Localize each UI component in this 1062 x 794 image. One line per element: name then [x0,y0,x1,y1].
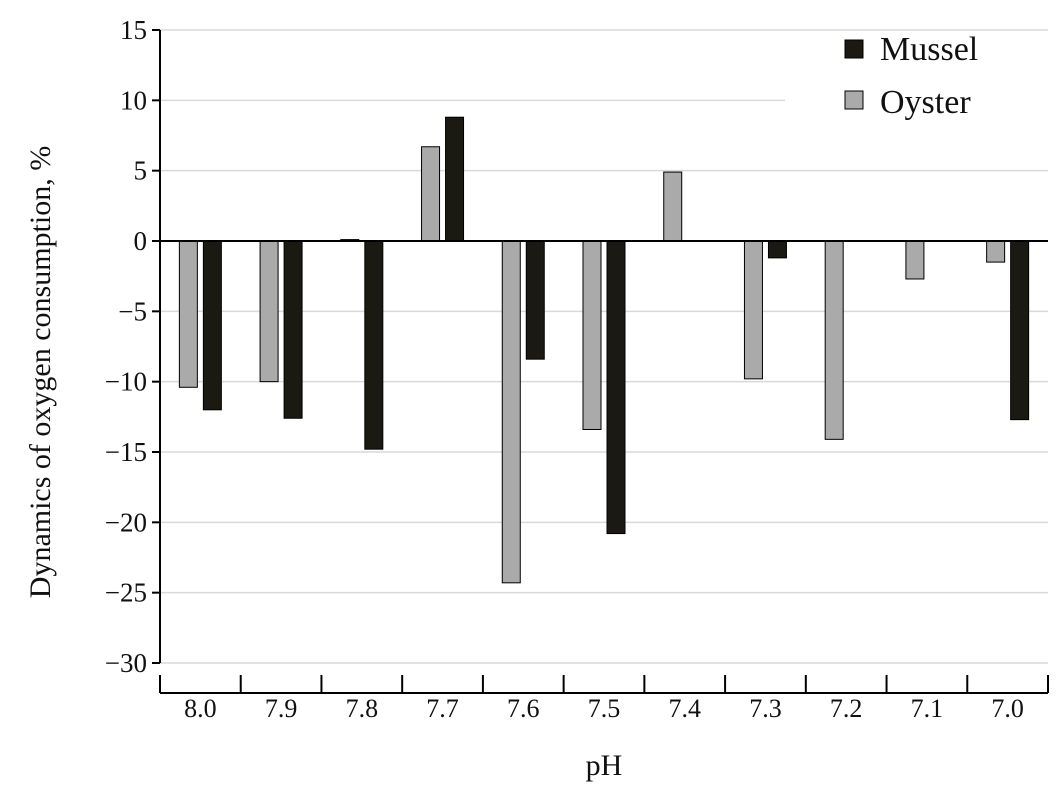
x-tick-label: 7.3 [749,694,782,723]
y-tick-label: −30 [105,648,147,678]
bars [178,116,1030,584]
bar-mussel-7.7 [445,116,465,242]
axes [152,29,1049,694]
x-tick-label: 7.6 [507,694,540,723]
x-tick-label: 7.2 [830,694,863,723]
legend-label-mussel: Mussel [880,31,978,68]
bar-oyster-8.0 [178,240,198,388]
y-tick-label: −25 [105,578,147,608]
bar-mussel-8.0 [202,240,222,411]
legend-label-oyster: Oyster [880,84,971,121]
x-axis-title: pH [586,749,623,782]
x-tick-label: 7.4 [668,694,701,723]
y-tick-label: 0 [134,226,148,256]
bar-mussel-7.6 [525,240,545,360]
bar-oyster-7.6 [501,240,521,584]
y-tick-labels: 15 10 5 0 −5 −10 −15 −20 −25 −30 [105,15,147,678]
y-tick-label: 15 [120,15,147,45]
x-tick-label: 7.8 [346,694,379,723]
x-tick-label: 7.1 [911,694,944,723]
bar-mussel-7.9 [283,240,303,419]
y-tick-label: −15 [105,437,147,467]
gridlines [160,29,1048,664]
y-tick-label: −20 [105,507,147,537]
legend-swatch-oyster [844,90,864,110]
x-tick-label: 7.9 [265,694,298,723]
y-tick-label: 5 [134,156,148,186]
x-tick-label: 8.0 [184,694,217,723]
bar-mussel-7.5 [606,240,626,535]
y-tick-label: 10 [120,85,147,115]
bar-oyster-7.3 [743,240,763,380]
bar-oyster-7.5 [582,240,602,430]
bar-mussel-7.3 [767,240,787,259]
bar-oyster-7.7 [421,146,441,242]
bar-oyster-7.1 [905,240,925,280]
y-tick-label: −10 [105,367,147,397]
y-axis-title: Dynamics of oxygen consumption, % [24,146,57,598]
y-tick-label: −5 [118,296,147,326]
x-tick-labels: 8.0 7.9 7.8 7.7 7.6 7.5 7.4 7.3 7.2 7.1 7.0 [184,694,1024,723]
x-tick-label: 7.5 [588,694,621,723]
bar-oyster-7.4 [663,171,683,242]
bar-oyster-7.0 [986,240,1006,263]
bar-mussel-7.0 [1010,240,1030,421]
bar-oyster-7.9 [259,240,279,383]
bar-mussel-7.8 [364,240,384,450]
x-tick-label: 7.7 [426,694,459,723]
x-tick-label: 7.0 [991,694,1024,723]
legend: Mussel Oyster [844,31,978,121]
bar-oyster-7.2 [824,240,844,440]
legend-swatch-mussel [844,39,864,59]
